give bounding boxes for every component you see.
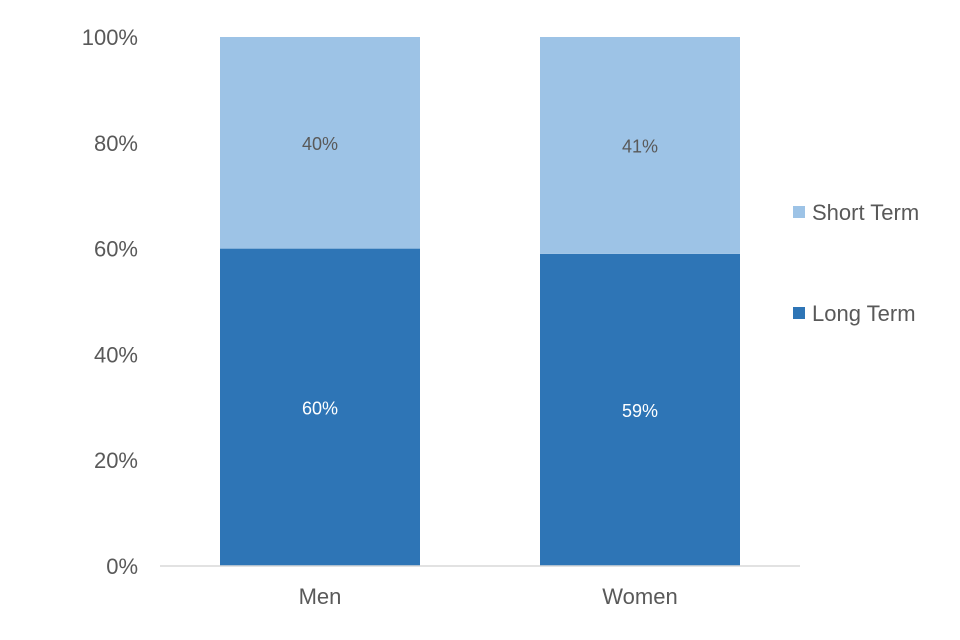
y-tick-label: 80% bbox=[94, 131, 138, 156]
bars bbox=[220, 37, 740, 566]
x-category-label: Men bbox=[299, 584, 342, 609]
legend: Short Term Long Term bbox=[793, 200, 919, 326]
data-label: 41% bbox=[622, 136, 658, 156]
bar-segment-short-term-men bbox=[220, 37, 420, 249]
x-axis-category-labels: Men Women bbox=[299, 584, 678, 609]
data-label: 59% bbox=[622, 401, 658, 421]
bar-segment-long-term-women bbox=[540, 253, 740, 566]
y-tick-label: 0% bbox=[106, 554, 138, 579]
legend-label: Short Term bbox=[812, 200, 919, 225]
legend-label: Long Term bbox=[812, 301, 916, 326]
y-tick-label: 20% bbox=[94, 448, 138, 473]
data-label: 60% bbox=[302, 398, 338, 418]
y-tick-label: 100% bbox=[82, 25, 138, 50]
bar-segment-short-term-women bbox=[540, 37, 740, 254]
legend-swatch bbox=[793, 206, 805, 218]
x-category-label: Women bbox=[602, 584, 677, 609]
bar-segment-long-term-men bbox=[220, 248, 420, 566]
y-tick-label: 40% bbox=[94, 342, 138, 367]
y-axis-ticks: 0% 20% 40% 60% 80% 100% bbox=[82, 25, 138, 579]
y-tick-label: 60% bbox=[94, 237, 138, 262]
data-label: 40% bbox=[302, 134, 338, 154]
bar-data-labels: 60% 40% 59% 41% bbox=[302, 134, 658, 421]
legend-swatch bbox=[793, 307, 805, 319]
